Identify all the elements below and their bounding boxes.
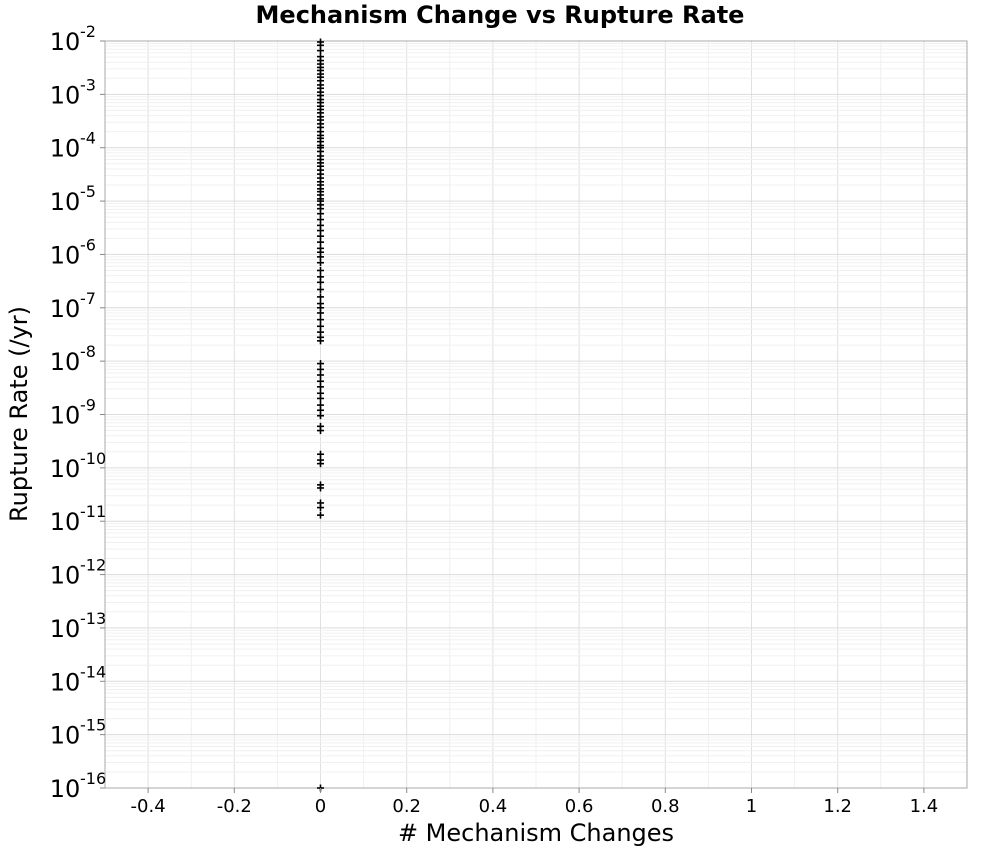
- data-point: [317, 259, 324, 267]
- y-tick-exponent: -13: [80, 609, 106, 628]
- chart-title: Mechanism Change vs Rupture Rate: [255, 1, 745, 29]
- y-tick-label: 10: [50, 668, 81, 696]
- y-tick-exponent: -14: [80, 662, 106, 681]
- y-tick-label: 10: [50, 775, 81, 803]
- y-tick-exponent: -9: [80, 396, 96, 415]
- y-tick-exponent: -15: [80, 716, 106, 735]
- y-tick-label: 10: [50, 455, 81, 483]
- y-tick-label: 10: [50, 722, 81, 750]
- y-axis-ticks: 10-210-310-410-510-610-710-810-910 -1010-…: [50, 22, 106, 803]
- y-tick-exponent: -5: [80, 182, 96, 201]
- data-point: [317, 427, 324, 435]
- data-point: [317, 210, 324, 218]
- y-tick-label: 10: [50, 188, 81, 216]
- y-tick-exponent: -10: [80, 449, 106, 468]
- y-tick-exponent: -2: [80, 22, 96, 41]
- data-point: [317, 266, 324, 274]
- data-point: [317, 316, 324, 324]
- data-point: [317, 232, 324, 240]
- y-axis-label: Rupture Rate (/yr): [5, 306, 33, 522]
- x-tick-label: 0: [315, 796, 326, 817]
- data-point: [317, 460, 324, 468]
- y-tick-exponent: -4: [80, 129, 96, 148]
- y-tick-label: 10: [50, 28, 81, 56]
- y-tick-exponent: -6: [80, 235, 96, 254]
- data-point: [317, 286, 324, 294]
- data-point: [317, 504, 324, 512]
- x-tick-label: 1.4: [910, 796, 939, 817]
- data-point: [317, 337, 324, 345]
- data-point: [317, 383, 324, 391]
- y-tick-label: 10: [50, 241, 81, 269]
- data-point: [317, 371, 324, 379]
- x-tick-label: 1: [746, 796, 757, 817]
- data-point: [317, 238, 324, 246]
- y-tick-label: 10: [50, 562, 81, 590]
- data-point: [317, 293, 324, 301]
- data-points: [317, 38, 324, 792]
- x-axis-label: # Mechanism Changes: [398, 819, 674, 847]
- x-tick-label: -0.4: [131, 796, 166, 817]
- y-tick-exponent: -3: [80, 75, 96, 94]
- y-tick-label: 10: [50, 348, 81, 376]
- y-tick-exponent: -11: [80, 502, 106, 521]
- data-point: [317, 412, 324, 420]
- data-point: [317, 278, 324, 286]
- y-tick-exponent: -16: [80, 769, 106, 788]
- y-tick-label: 10: [50, 402, 81, 430]
- x-axis-ticks: -0.4 -0.2 0 0.2 0.4 0.6 0.8 1 1.2 1.4: [131, 788, 939, 817]
- y-tick-exponent: -8: [80, 342, 96, 361]
- data-point: [317, 484, 324, 492]
- y-tick-exponent: -7: [80, 289, 96, 308]
- y-tick-label: 10: [50, 135, 81, 163]
- y-tick-exponent: -12: [80, 556, 106, 575]
- data-point: [317, 394, 324, 402]
- data-point: [317, 511, 324, 519]
- y-tick-label: 10: [50, 81, 81, 109]
- x-tick-label: 1.2: [823, 796, 852, 817]
- x-tick-label: 0.2: [392, 796, 421, 817]
- y-tick-label: 10: [50, 295, 81, 323]
- data-point: [317, 47, 324, 55]
- y-tick-label: 10: [50, 615, 81, 643]
- y-tick-label: 10: [50, 508, 81, 536]
- data-point: [317, 309, 324, 317]
- x-tick-label: -0.2: [217, 796, 252, 817]
- grid-lines: [104, 41, 968, 789]
- x-tick-label: 0.6: [565, 796, 594, 817]
- x-tick-label: 0.4: [479, 796, 508, 817]
- x-tick-label: 0.8: [651, 796, 680, 817]
